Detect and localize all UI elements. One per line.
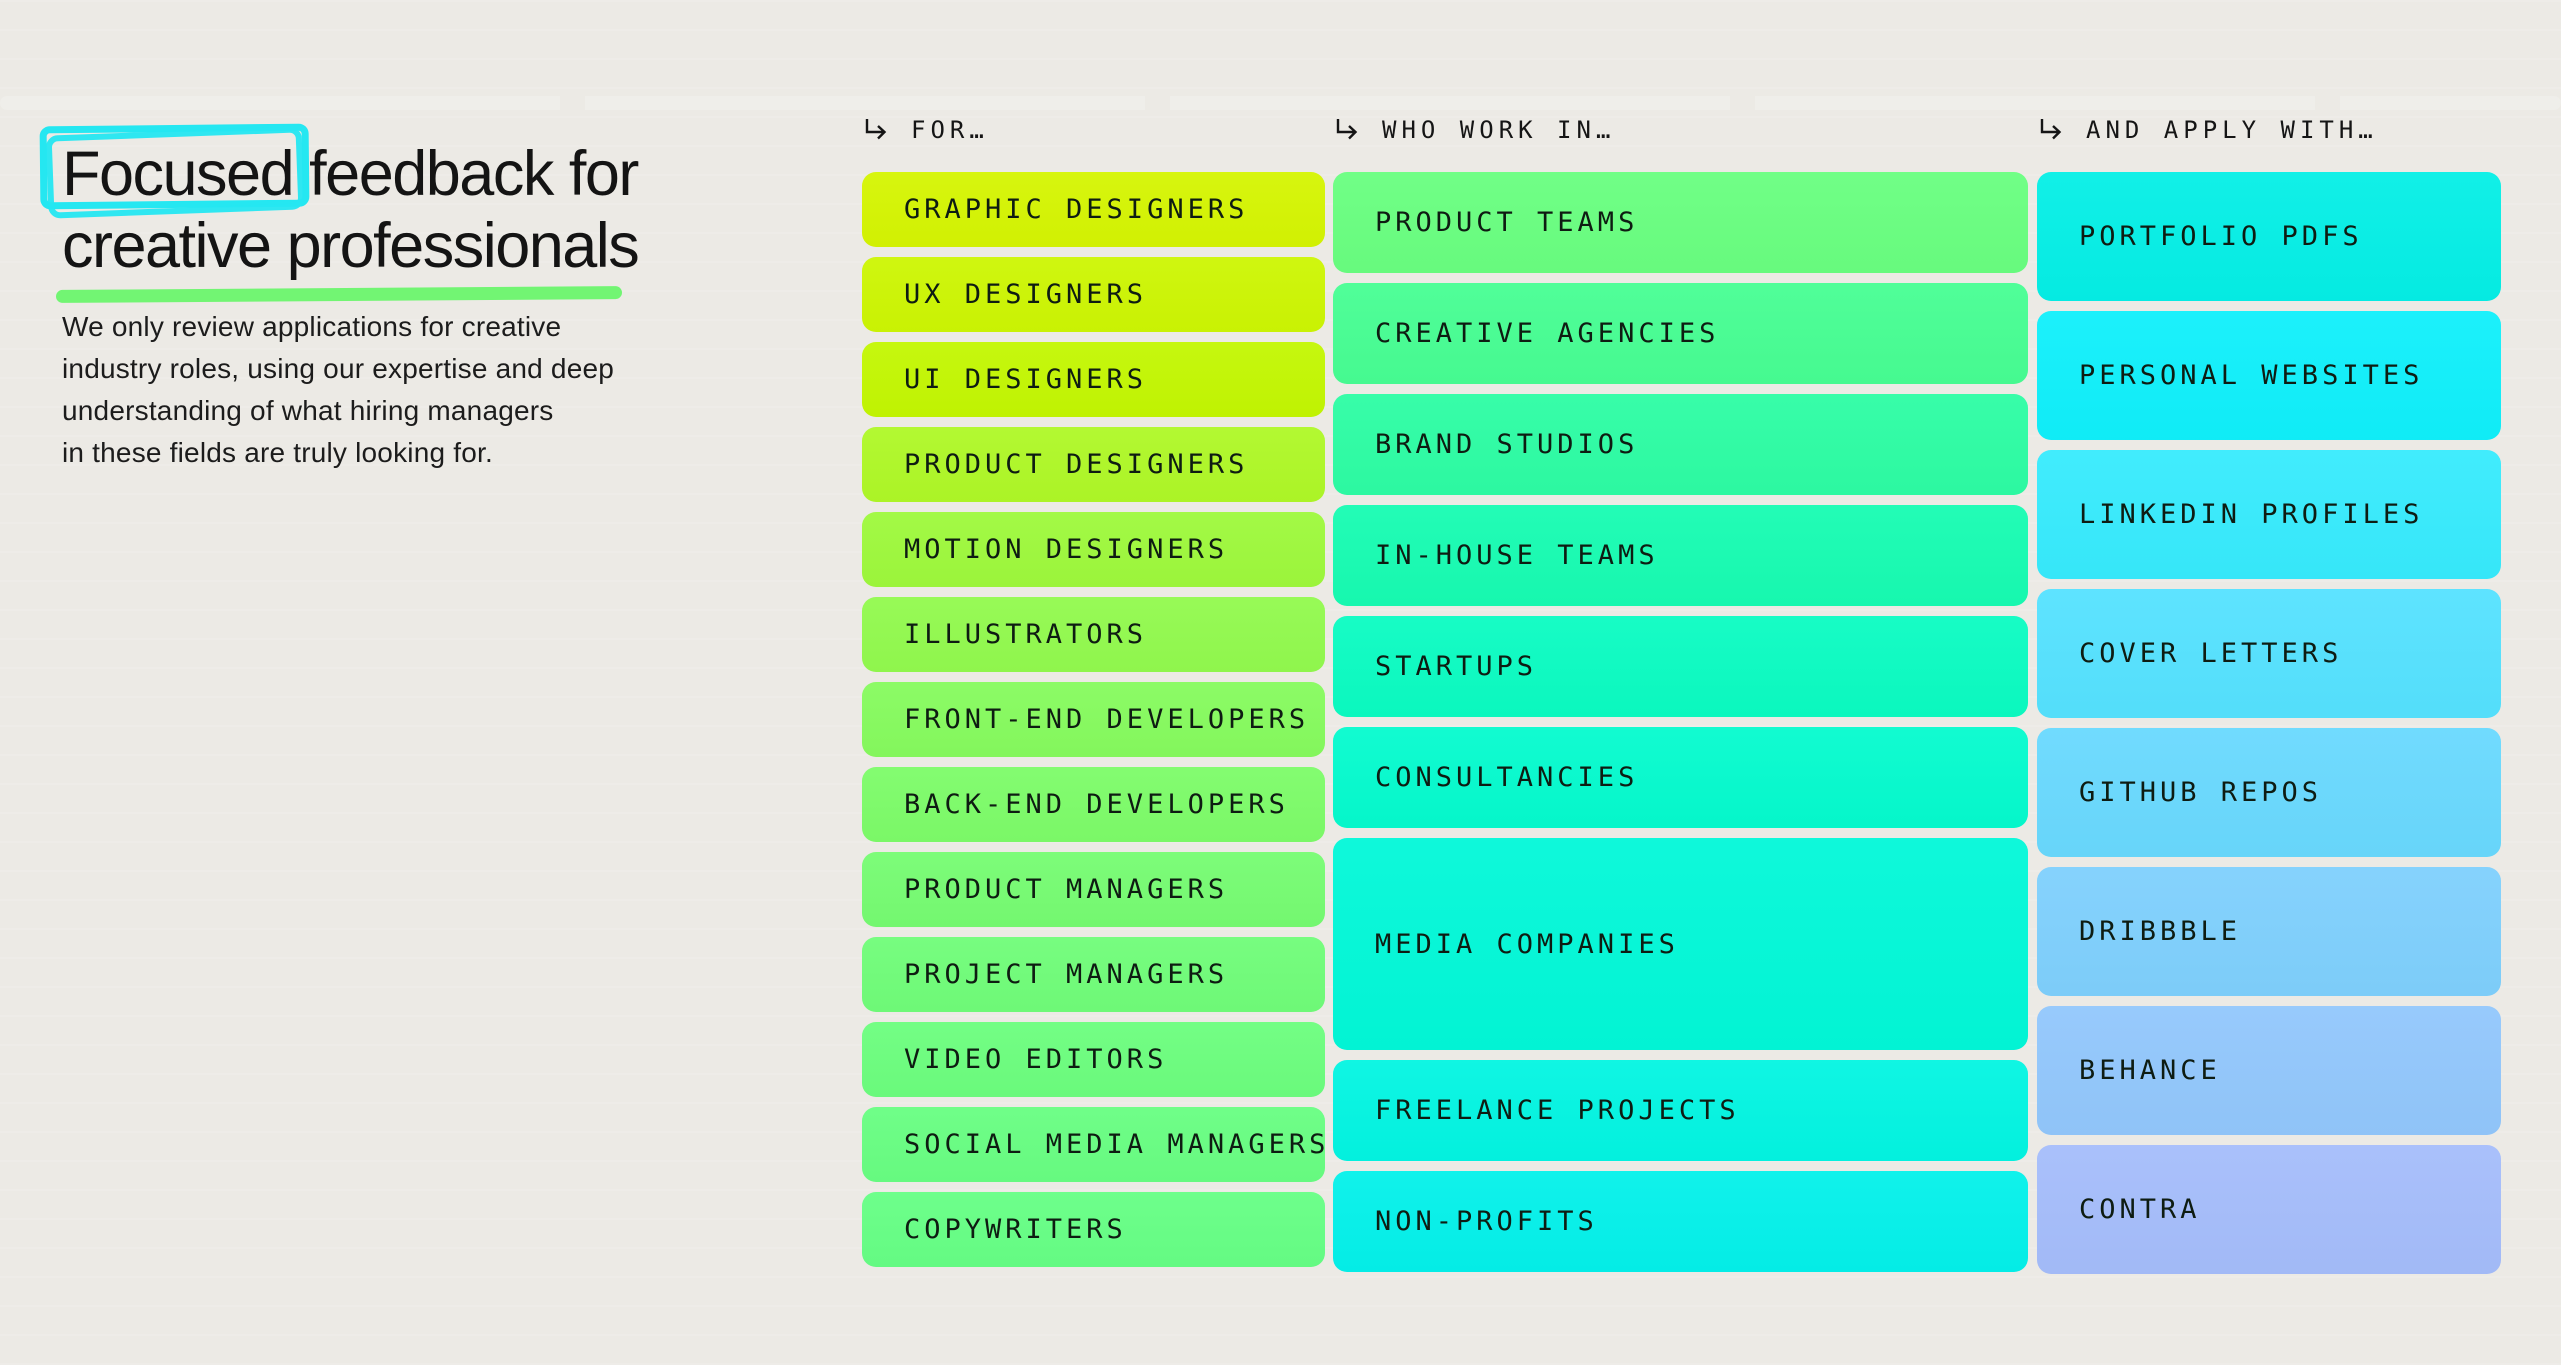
card-label: BEHANCE	[2079, 1055, 2221, 1086]
card-label: NON-PROFITS	[1375, 1206, 1598, 1237]
card-label: LINKEDIN PROFILES	[2079, 499, 2424, 530]
card-video-editors: VIDEO EDITORS	[862, 1022, 1325, 1097]
column-header-and-apply-with: AND APPLY WITH…	[2037, 108, 2501, 152]
branch-arrow-icon	[1336, 118, 1358, 139]
card-label: PROJECT MANAGERS	[904, 959, 1229, 990]
card-product-teams: PRODUCT TEAMS	[1333, 172, 2028, 273]
card-brand-studios: BRAND STUDIOS	[1333, 394, 2028, 495]
card-copywriters: COPYWRITERS	[862, 1192, 1325, 1267]
card-label: COVER LETTERS	[2079, 638, 2343, 669]
intro-paragraph: We only review applications for creative…	[62, 306, 614, 474]
column-and-apply-with: AND APPLY WITH… PORTFOLIO PDFS PERSONAL WE…	[2037, 108, 2501, 1274]
card-label: VIDEO EDITORS	[904, 1044, 1168, 1075]
card-label: SOCIAL MEDIA MANAGERS	[904, 1129, 1330, 1160]
branch-arrow-icon	[2040, 118, 2062, 139]
card-label: GRAPHIC DESIGNERS	[904, 194, 1249, 225]
column-for: FOR… GRAPHIC DESIGNERS UX DESIGNERS UI DESI…	[862, 108, 1325, 1267]
card-label: PERSONAL WEBSITES	[2079, 360, 2424, 391]
card-list: PRODUCT TEAMS CREATIVE AGENCIES BRAND STUD…	[1333, 172, 2028, 1272]
card-startups: STARTUPS	[1333, 616, 2028, 717]
card-label: CONTRA	[2079, 1194, 2201, 1225]
card-label: MOTION DESIGNERS	[904, 534, 1229, 565]
card-contra: CONTRA	[2037, 1145, 2501, 1274]
card-label: PRODUCT DESIGNERS	[904, 449, 1249, 480]
card-illustrators: ILLUSTRATORS	[862, 597, 1325, 672]
card-label: UI DESIGNERS	[904, 364, 1148, 395]
page-title: Focused feedback for creative professiona…	[39, 123, 802, 282]
card-label: PRODUCT TEAMS	[1375, 207, 1639, 238]
card-motion-designers: MOTION DESIGNERS	[862, 512, 1325, 587]
card-label: GITHUB REPOS	[2079, 777, 2323, 808]
card-dribbble: DRIBBBLE	[2037, 867, 2501, 996]
card-label: UX DESIGNERS	[904, 279, 1148, 310]
card-label: COPYWRITERS	[904, 1214, 1127, 1245]
card-consultancies: CONSULTANCIES	[1333, 727, 2028, 828]
card-list: PORTFOLIO PDFS PERSONAL WEBSITES LINKEDIN …	[2037, 172, 2501, 1274]
title-line1-rest: feedback for	[309, 139, 639, 209]
card-ux-designers: UX DESIGNERS	[862, 257, 1325, 332]
title-highlighted-word: Focused	[62, 139, 295, 209]
branch-arrow-icon	[865, 118, 887, 139]
card-label: CREATIVE AGENCIES	[1375, 318, 1720, 349]
card-project-managers: PROJECT MANAGERS	[862, 937, 1325, 1012]
intro-line: industry roles, using our expertise and …	[62, 353, 615, 384]
card-portfolio-pdfs: PORTFOLIO PDFS	[2037, 172, 2501, 301]
card-non-profits: NON-PROFITS	[1333, 1171, 2028, 1272]
card-cover-letters: COVER LETTERS	[2037, 589, 2501, 718]
column-who-work-in: WHO WORK IN… PRODUCT TEAMS CREATIVE AGENCI…	[1333, 108, 2028, 1272]
card-label: IN-HOUSE TEAMS	[1375, 540, 1659, 571]
card-label: BRAND STUDIOS	[1375, 429, 1639, 460]
card-in-house-teams: IN-HOUSE TEAMS	[1333, 505, 2028, 606]
card-linkedin-profiles: LINKEDIN PROFILES	[2037, 450, 2501, 579]
column-header-who-work-in: WHO WORK IN…	[1333, 108, 2028, 152]
card-media-companies: MEDIA COMPANIES	[1333, 838, 2028, 1050]
intro-line: understanding of what hiring managers	[62, 395, 554, 426]
title-highlight: Focused	[39, 123, 310, 219]
card-personal-websites: PERSONAL WEBSITES	[2037, 311, 2501, 440]
column-header-for: FOR…	[862, 108, 1325, 152]
card-github-repos: GITHUB REPOS	[2037, 728, 2501, 857]
card-label: FREELANCE PROJECTS	[1375, 1095, 1740, 1126]
card-back-end-developers: BACK-END DEVELOPERS	[862, 767, 1325, 842]
card-freelance-projects: FREELANCE PROJECTS	[1333, 1060, 2028, 1161]
card-social-media-managers: SOCIAL MEDIA MANAGERS	[862, 1107, 1325, 1182]
intro-line: in these fields are truly looking for.	[62, 437, 493, 468]
column-header-label: WHO WORK IN…	[1382, 116, 1616, 144]
card-label: PRODUCT MANAGERS	[904, 874, 1229, 905]
card-creative-agencies: CREATIVE AGENCIES	[1333, 283, 2028, 384]
column-header-label: FOR…	[911, 116, 989, 144]
card-label: CONSULTANCIES	[1375, 762, 1639, 793]
card-label: STARTUPS	[1375, 651, 1538, 682]
title-line2: creative professionals	[62, 211, 640, 281]
card-graphic-designers: GRAPHIC DESIGNERS	[862, 172, 1325, 247]
intro-line: We only review applications for creative	[62, 311, 562, 342]
hero-section: Focused feedback for creative professiona…	[39, 123, 802, 468]
card-product-designers: PRODUCT DESIGNERS	[862, 427, 1325, 502]
card-ui-designers: UI DESIGNERS	[862, 342, 1325, 417]
card-label: DRIBBBLE	[2079, 916, 2242, 947]
card-label: PORTFOLIO PDFS	[2079, 221, 2363, 252]
card-label: ILLUSTRATORS	[904, 619, 1148, 650]
column-header-label: AND APPLY WITH…	[2086, 116, 2378, 144]
card-behance: BEHANCE	[2037, 1006, 2501, 1135]
card-front-end-developers: FRONT-END DEVELOPERS	[862, 682, 1325, 757]
card-label: BACK-END DEVELOPERS	[904, 789, 1289, 820]
card-label: FRONT-END DEVELOPERS	[904, 704, 1310, 735]
card-product-managers: PRODUCT MANAGERS	[862, 852, 1325, 927]
card-list: GRAPHIC DESIGNERS UX DESIGNERS UI DESIGNER…	[862, 172, 1325, 1267]
card-label: MEDIA COMPANIES	[1375, 928, 1679, 960]
